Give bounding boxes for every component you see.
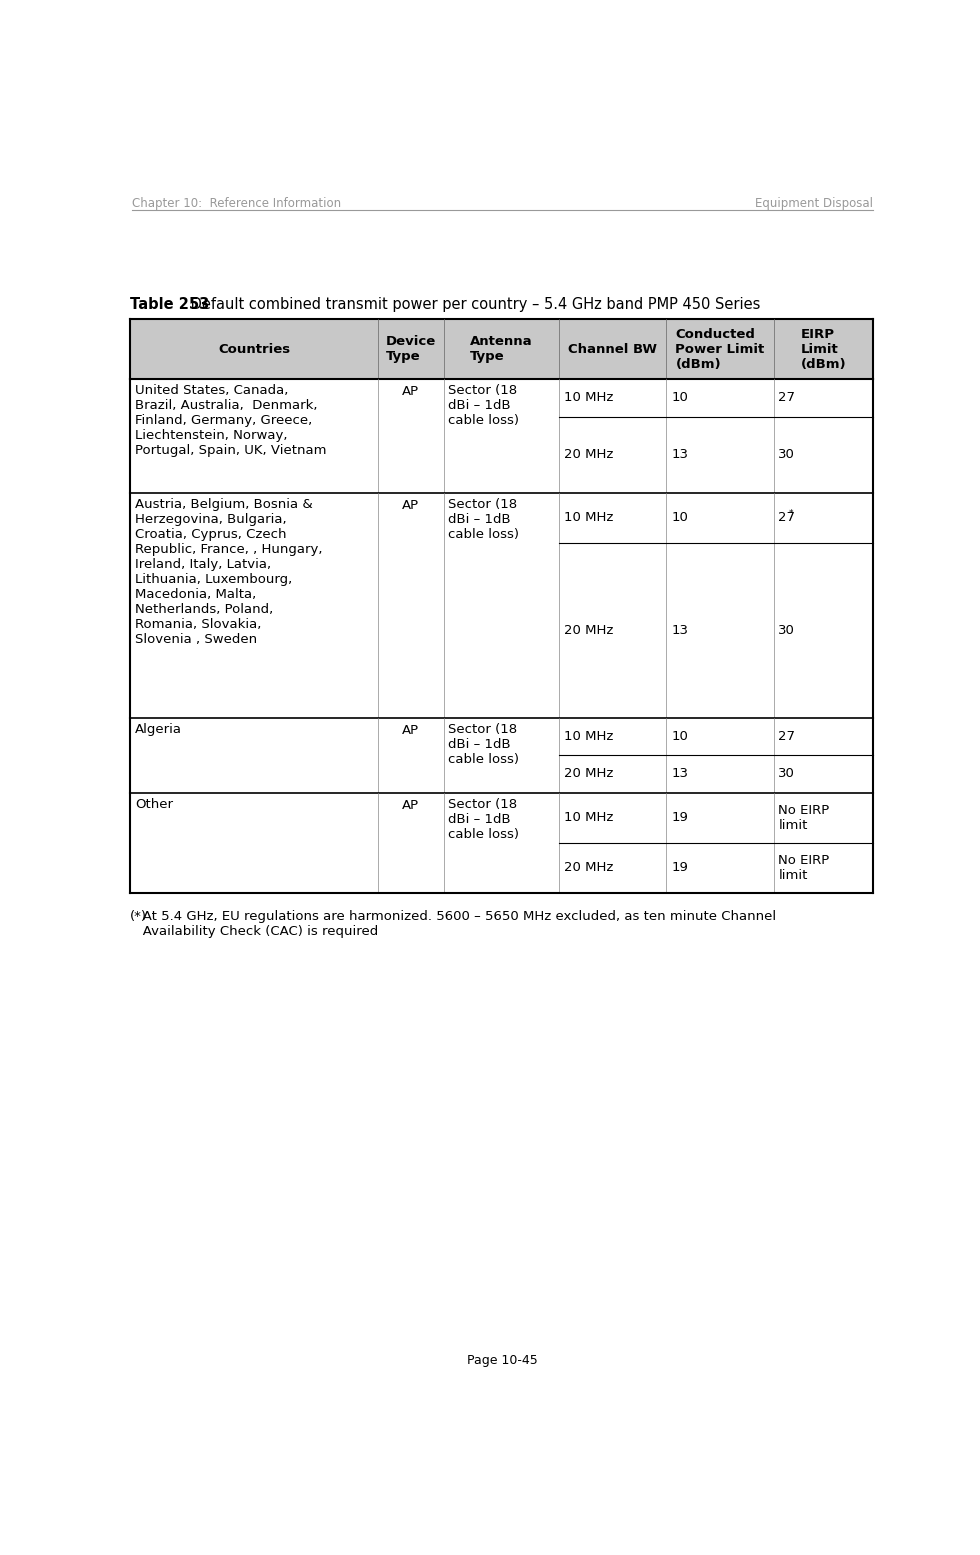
Text: Countries: Countries <box>218 342 290 356</box>
Text: 30: 30 <box>778 768 795 781</box>
Bar <box>130 379 873 493</box>
Text: Equipment Disposal: Equipment Disposal <box>755 197 873 210</box>
Text: Table 253: Table 253 <box>130 297 210 311</box>
Text: 27: 27 <box>778 731 796 743</box>
Text: Conducted
Power Limit
(dBm): Conducted Power Limit (dBm) <box>675 328 764 370</box>
Text: 20 MHz: 20 MHz <box>564 768 613 781</box>
Bar <box>130 493 873 718</box>
Text: EIRP
Limit
(dBm): EIRP Limit (dBm) <box>801 328 846 370</box>
Text: 10 MHz: 10 MHz <box>564 731 613 743</box>
Text: No EIRP
limit: No EIRP limit <box>778 854 830 882</box>
Text: 20 MHz: 20 MHz <box>564 861 613 874</box>
Text: 19: 19 <box>671 861 688 874</box>
Text: Channel BW: Channel BW <box>568 342 658 356</box>
Text: 30: 30 <box>778 624 795 636</box>
Text: *: * <box>789 510 793 518</box>
Text: 20 MHz: 20 MHz <box>564 624 613 636</box>
Text: No EIRP
limit: No EIRP limit <box>778 804 830 832</box>
Text: AP: AP <box>402 499 419 512</box>
Bar <box>130 793 873 893</box>
Text: 27: 27 <box>778 392 796 404</box>
Text: Sector (18
dBi – 1dB
cable loss): Sector (18 dBi – 1dB cable loss) <box>449 798 519 841</box>
Text: 19: 19 <box>671 812 688 824</box>
Text: (*): (*) <box>130 910 147 922</box>
Text: 10 MHz: 10 MHz <box>564 512 613 524</box>
Text: 20 MHz: 20 MHz <box>564 448 613 462</box>
Text: Sector (18
dBi – 1dB
cable loss): Sector (18 dBi – 1dB cable loss) <box>449 499 519 541</box>
Text: 13: 13 <box>671 624 688 636</box>
Text: 10 MHz: 10 MHz <box>564 392 613 404</box>
Text: United States, Canada,
Brazil, Australia,  Denmark,
Finland, Germany, Greece,
Li: United States, Canada, Brazil, Australia… <box>135 384 326 457</box>
Text: 13: 13 <box>671 768 688 781</box>
Text: 30: 30 <box>778 448 795 462</box>
Text: 13: 13 <box>671 448 688 462</box>
Text: 10: 10 <box>671 731 688 743</box>
Text: Page 10-45: Page 10-45 <box>466 1354 538 1367</box>
Text: Austria, Belgium, Bosnia &
Herzegovina, Bulgaria,
Croatia, Cyprus, Czech
Republi: Austria, Belgium, Bosnia & Herzegovina, … <box>135 499 322 647</box>
Text: Sector (18
dBi – 1dB
cable loss): Sector (18 dBi – 1dB cable loss) <box>449 384 519 428</box>
Text: Sector (18
dBi – 1dB
cable loss): Sector (18 dBi – 1dB cable loss) <box>449 723 519 767</box>
Text: Chapter 10:  Reference Information: Chapter 10: Reference Information <box>131 197 341 210</box>
Text: Device
Type: Device Type <box>385 334 436 362</box>
Text: 10: 10 <box>671 512 688 524</box>
Bar <box>130 718 873 793</box>
Text: AP: AP <box>402 799 419 812</box>
Text: 27: 27 <box>778 512 796 524</box>
Text: AP: AP <box>402 386 419 398</box>
Text: AP: AP <box>402 725 419 737</box>
Text: 10 MHz: 10 MHz <box>564 812 613 824</box>
Text: Antenna
Type: Antenna Type <box>470 334 533 362</box>
Text: Other: Other <box>135 798 172 812</box>
Text: 10: 10 <box>671 392 688 404</box>
Text: Algeria: Algeria <box>135 723 182 736</box>
Bar <box>130 319 873 379</box>
Text: At 5.4 GHz, EU regulations are harmonized. 5600 – 5650 MHz excluded, as ten minu: At 5.4 GHz, EU regulations are harmonize… <box>130 910 776 938</box>
Text: Default combined transmit power per country – 5.4 GHz band PMP 450 Series: Default combined transmit power per coun… <box>186 297 760 311</box>
